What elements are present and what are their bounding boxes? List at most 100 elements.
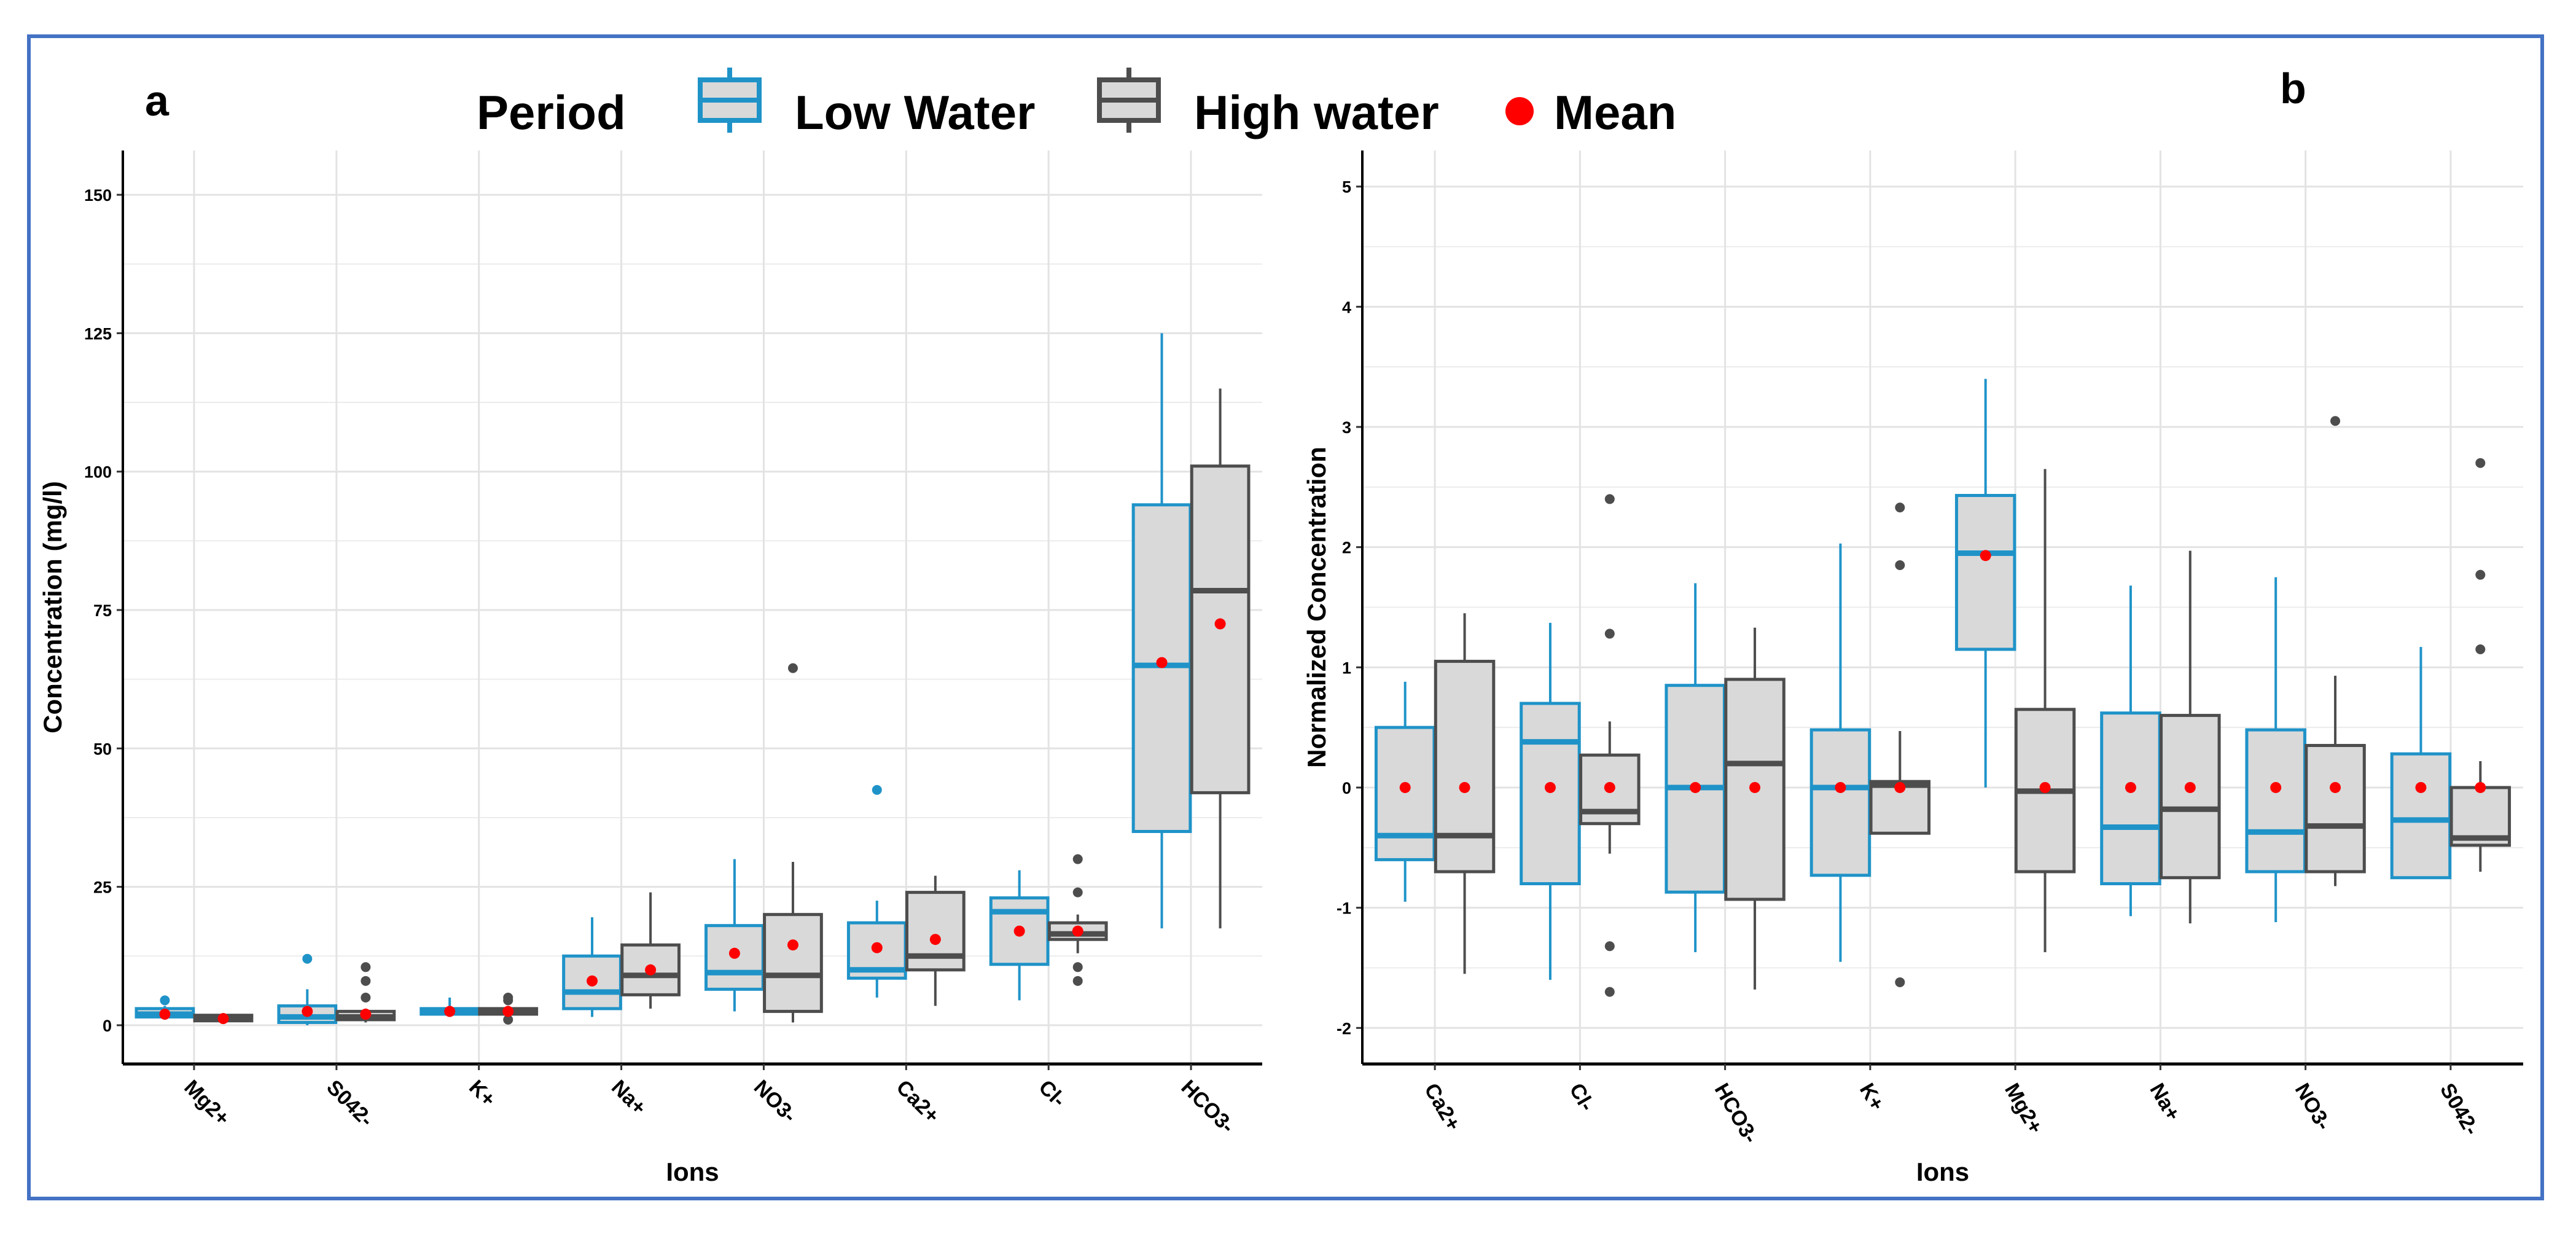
mean-point (1013, 925, 1025, 937)
box-high-K+ (1869, 503, 1931, 987)
outlier-point (1072, 976, 1083, 986)
box-high-K+ (478, 992, 539, 1025)
mean-point (2330, 781, 2341, 793)
iqr-box (1374, 726, 1436, 861)
x-tick-label: HCO3- (1710, 1079, 1763, 1148)
legend-mean-label: Mean (1554, 85, 1676, 139)
legend-high-label: High water (1194, 85, 1439, 139)
outlier-point (1895, 503, 1905, 513)
box-high-S042- (335, 962, 396, 1023)
x-tick-label: K+ (464, 1076, 500, 1111)
x-tick-label: S042- (2435, 1079, 2483, 1140)
legend-low-key (698, 68, 762, 133)
mean-point (502, 1006, 514, 1017)
y-tick-label: -1 (1337, 899, 1351, 918)
mean-point (2125, 781, 2136, 793)
box-high-Cl- (1047, 854, 1108, 986)
mean-point (645, 964, 657, 976)
box-high-HCO3- (1724, 627, 1786, 990)
panel-b-plot: -2 -1 0 1 2 3 4 5 Ca2+ Cl- HCO3- K+ Mg2+ Na+ NO3- S042-… (1302, 151, 2523, 1186)
y-tick-label: 0 (103, 1017, 112, 1035)
iqr-box (2160, 714, 2221, 880)
mean-point (159, 1008, 171, 1020)
mean-point (1214, 618, 1226, 630)
y-tick-label: 50 (93, 740, 112, 758)
y-tick-label: 100 (84, 463, 112, 482)
y-tick-label: 4 (1342, 298, 1351, 316)
iqr-box (1954, 494, 2016, 651)
mean-point (1399, 781, 1411, 793)
mean-point (871, 942, 883, 953)
mean-point (1604, 781, 1615, 793)
x-tick-label: Na+ (607, 1076, 651, 1120)
box-high-Na+ (2160, 550, 2221, 924)
y-tick-label: 2 (1342, 539, 1351, 557)
mean-point (2039, 781, 2051, 793)
x-tick-label: NO3- (749, 1076, 801, 1127)
y-axis-label: Concentration (mg/l) (38, 481, 67, 733)
mean-point (1835, 781, 1846, 793)
box-high-S042- (2449, 458, 2512, 872)
x-tick-label: Mg2+ (179, 1076, 234, 1130)
legend-low-label: Low Water (795, 85, 1035, 139)
panel-label-b: b (2280, 65, 2306, 112)
iqr-box (1434, 660, 1496, 874)
box-low-Mg2+ (1954, 378, 2016, 788)
iqr-box (1520, 702, 1581, 886)
outlier-point (1895, 977, 1905, 987)
outlier-point (2330, 416, 2341, 426)
outlier-point (361, 992, 371, 1003)
box-low-NO3- (2245, 577, 2306, 923)
y-axis-label: Normalized Concentration (1302, 447, 1331, 768)
iqr-box (620, 943, 681, 996)
box-high-Na+ (620, 892, 681, 1009)
mean-point (1980, 550, 1991, 561)
iqr-box (2305, 744, 2366, 874)
box-high-HCO3- (1190, 388, 1251, 929)
y-tick-label: 3 (1342, 418, 1351, 437)
x-tick-label: Na+ (2145, 1079, 2185, 1125)
legend-title: Period (477, 85, 626, 139)
mean-point (1690, 781, 1701, 793)
box-high-Mg2+ (193, 1013, 254, 1025)
legend-mean-dot (1505, 97, 1534, 125)
box-low-NO3- (704, 859, 765, 1012)
mean-point (360, 1008, 372, 1020)
plot-background (123, 151, 1262, 1064)
outlier-point (1072, 962, 1083, 972)
outlier-point (872, 784, 882, 795)
y-tick-label: 5 (1342, 178, 1351, 197)
box-low-Cl- (989, 870, 1050, 1001)
outlier-point (1604, 628, 1615, 639)
box-low-Mg2+ (135, 995, 195, 1020)
box-low-Cl- (1520, 622, 1581, 980)
box-high-Cl- (1579, 494, 1641, 997)
box-low-K+ (1809, 543, 1872, 962)
y-tick-label: 0 (1342, 779, 1351, 797)
iqr-box (2245, 728, 2306, 874)
x-tick-label: S042- (322, 1076, 378, 1132)
iqr-box (2390, 752, 2452, 880)
x-axis-label: Ions (1916, 1157, 1969, 1186)
mean-point (728, 947, 740, 959)
outlier-point (1604, 494, 1615, 504)
x-tick-label: Cl- (1564, 1079, 1599, 1115)
mean-point (929, 934, 941, 945)
outlier-point (1072, 887, 1083, 898)
outlier-point (1604, 941, 1615, 952)
outlier-point (2475, 458, 2486, 468)
y-tick-label: 150 (84, 186, 112, 205)
y-tick-label: -2 (1337, 1019, 1351, 1038)
outlier-point (503, 992, 513, 1003)
outlier-point (1072, 854, 1083, 864)
outlier-point (1895, 560, 1905, 571)
x-tick-label: Cl- (1034, 1076, 1071, 1112)
figure-border (27, 34, 2544, 1200)
mean-point (217, 1013, 229, 1025)
box-high-Ca2+ (1434, 613, 1496, 974)
mean-point (1459, 781, 1470, 793)
outlier-point (160, 995, 170, 1006)
outlier-point (503, 1014, 513, 1025)
box-low-HCO3- (1131, 333, 1192, 929)
